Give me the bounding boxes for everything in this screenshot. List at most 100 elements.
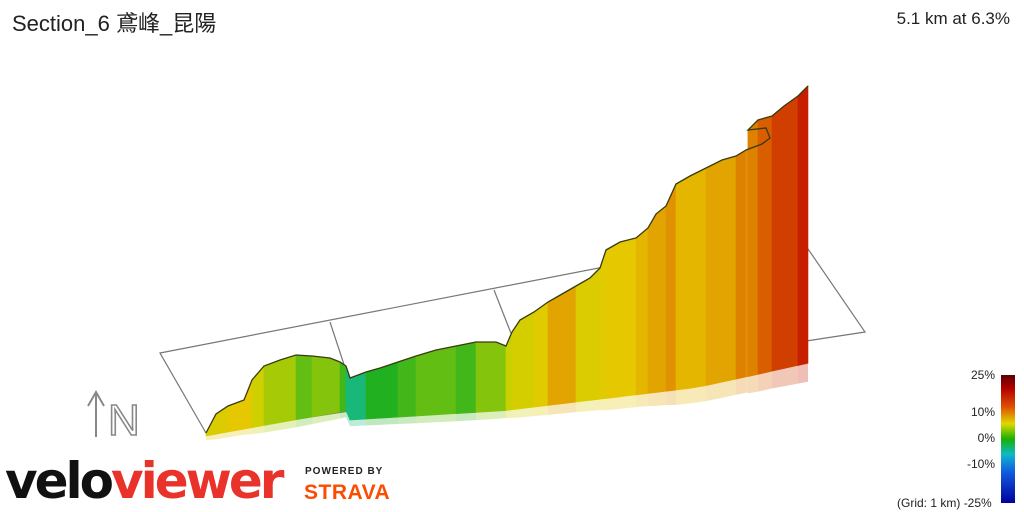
- shadow-segment: [380, 417, 398, 425]
- profile-segment: [689, 167, 707, 389]
- profile-segment: [243, 379, 253, 430]
- profile-segment: [511, 319, 521, 411]
- shadow-segment: [690, 385, 706, 404]
- chart-title: Section_6 鳶峰_昆陽: [12, 11, 217, 36]
- shadow-segment: [562, 402, 576, 414]
- shadow-segment: [264, 422, 280, 433]
- profile-segment: [455, 341, 477, 414]
- shadow-segment: [748, 374, 758, 394]
- shadow-segment: [280, 419, 296, 430]
- shadow-segment: [746, 373, 762, 393]
- shadow-segment: [296, 416, 312, 428]
- profile-segment: [415, 349, 437, 417]
- profile-segment: [599, 249, 607, 400]
- shadow-segment: [244, 427, 252, 435]
- shadow-segment: [766, 371, 770, 390]
- profile-segment: [495, 341, 507, 412]
- profile-wall: [205, 85, 809, 437]
- profile-segment: [735, 149, 747, 380]
- logo-viewer: viewer: [111, 452, 284, 510]
- shadow-segment: [228, 429, 244, 438]
- shadow-segment: [548, 403, 562, 415]
- logo-velo: velo: [5, 452, 114, 510]
- strava-logo: STRAVA: [304, 481, 391, 504]
- gradient-legend-bar: [1001, 375, 1015, 503]
- shadow-segment: [496, 410, 506, 419]
- profile-segment: [519, 311, 535, 410]
- shadow-segment: [330, 411, 340, 421]
- profile-segment: [279, 354, 297, 424]
- profile-shadow: [206, 363, 808, 441]
- profile-segment: [365, 367, 381, 420]
- shadow-segment: [748, 372, 766, 394]
- profile-segment: [533, 301, 549, 408]
- profile-segment: [757, 115, 773, 375]
- shadow-segment: [456, 412, 476, 422]
- shadow-segment: [656, 391, 666, 406]
- shadow-segment: [722, 379, 736, 398]
- shadow-segment: [436, 413, 456, 423]
- shadow-segment: [340, 410, 346, 419]
- shadow-segment: [620, 394, 636, 409]
- profile-segment: [339, 361, 347, 413]
- profile-segment: [263, 359, 281, 426]
- profile-segment: [605, 241, 621, 399]
- shadow-segment: [416, 414, 436, 424]
- compass-label: N: [108, 396, 140, 445]
- profile-segment: [475, 341, 497, 413]
- powered-by-label: POWERED BY: [305, 466, 384, 477]
- shadow-segment: [252, 425, 264, 435]
- north-arrow-icon: [87, 389, 105, 437]
- profile-segment: [783, 95, 799, 369]
- shadow-segment: [706, 382, 722, 402]
- profile-segment: [547, 293, 563, 406]
- profile-segment: [575, 277, 591, 403]
- profile-segment: [589, 267, 601, 401]
- shadow-segment: [762, 371, 770, 390]
- grid-note-text: (Grid: 1 km): [897, 496, 961, 510]
- profile-segment: [349, 371, 367, 421]
- profile-segment: [747, 119, 759, 377]
- route-top-line: [205, 85, 809, 434]
- veloviewer-logo: veloviewer: [5, 452, 284, 510]
- shadow-segment: [346, 410, 350, 427]
- profile-segment: [647, 212, 657, 394]
- shadow-segment: [666, 390, 676, 406]
- profile-segment: [619, 237, 637, 398]
- profile-segment: [397, 355, 417, 418]
- shadow-segment: [636, 393, 648, 408]
- shadow-segment: [590, 399, 600, 411]
- profile-segment: [295, 354, 313, 421]
- shadow-segment: [600, 398, 606, 411]
- grid-outline: [159, 229, 867, 434]
- shadow-segment: [736, 376, 746, 395]
- shadow-segment: [366, 418, 380, 426]
- grid-scale-note: (Grid: 1 km) -25%: [897, 496, 992, 510]
- shadow-segment: [798, 363, 808, 384]
- shadow-segment: [350, 419, 366, 427]
- profile-segment: [561, 285, 577, 405]
- shadow-segment: [772, 368, 784, 389]
- profile-segment: [329, 357, 341, 415]
- profile-segment: [251, 365, 265, 429]
- profile-segment: [655, 205, 667, 393]
- profile-segment: [797, 85, 809, 366]
- shadow-segment: [648, 392, 656, 407]
- legend-tick: 10%: [970, 405, 995, 419]
- legend-tick: 25%: [970, 368, 995, 382]
- profile-segment: [721, 155, 737, 383]
- shadow-segment: [534, 405, 548, 417]
- profile-segment: [665, 183, 677, 392]
- profile-segment: [705, 159, 723, 387]
- legend-tick: 0%: [977, 431, 995, 445]
- shadow-segment: [520, 407, 534, 418]
- profile-segment: [311, 355, 331, 418]
- shadow-segment: [606, 396, 620, 411]
- shadow-segment: [398, 416, 416, 425]
- shadow-segment: [506, 409, 512, 419]
- shadow-segment: [476, 411, 496, 421]
- shadow-segment: [576, 400, 590, 413]
- legend-tick: -10%: [966, 457, 995, 471]
- profile-segment: [435, 345, 457, 416]
